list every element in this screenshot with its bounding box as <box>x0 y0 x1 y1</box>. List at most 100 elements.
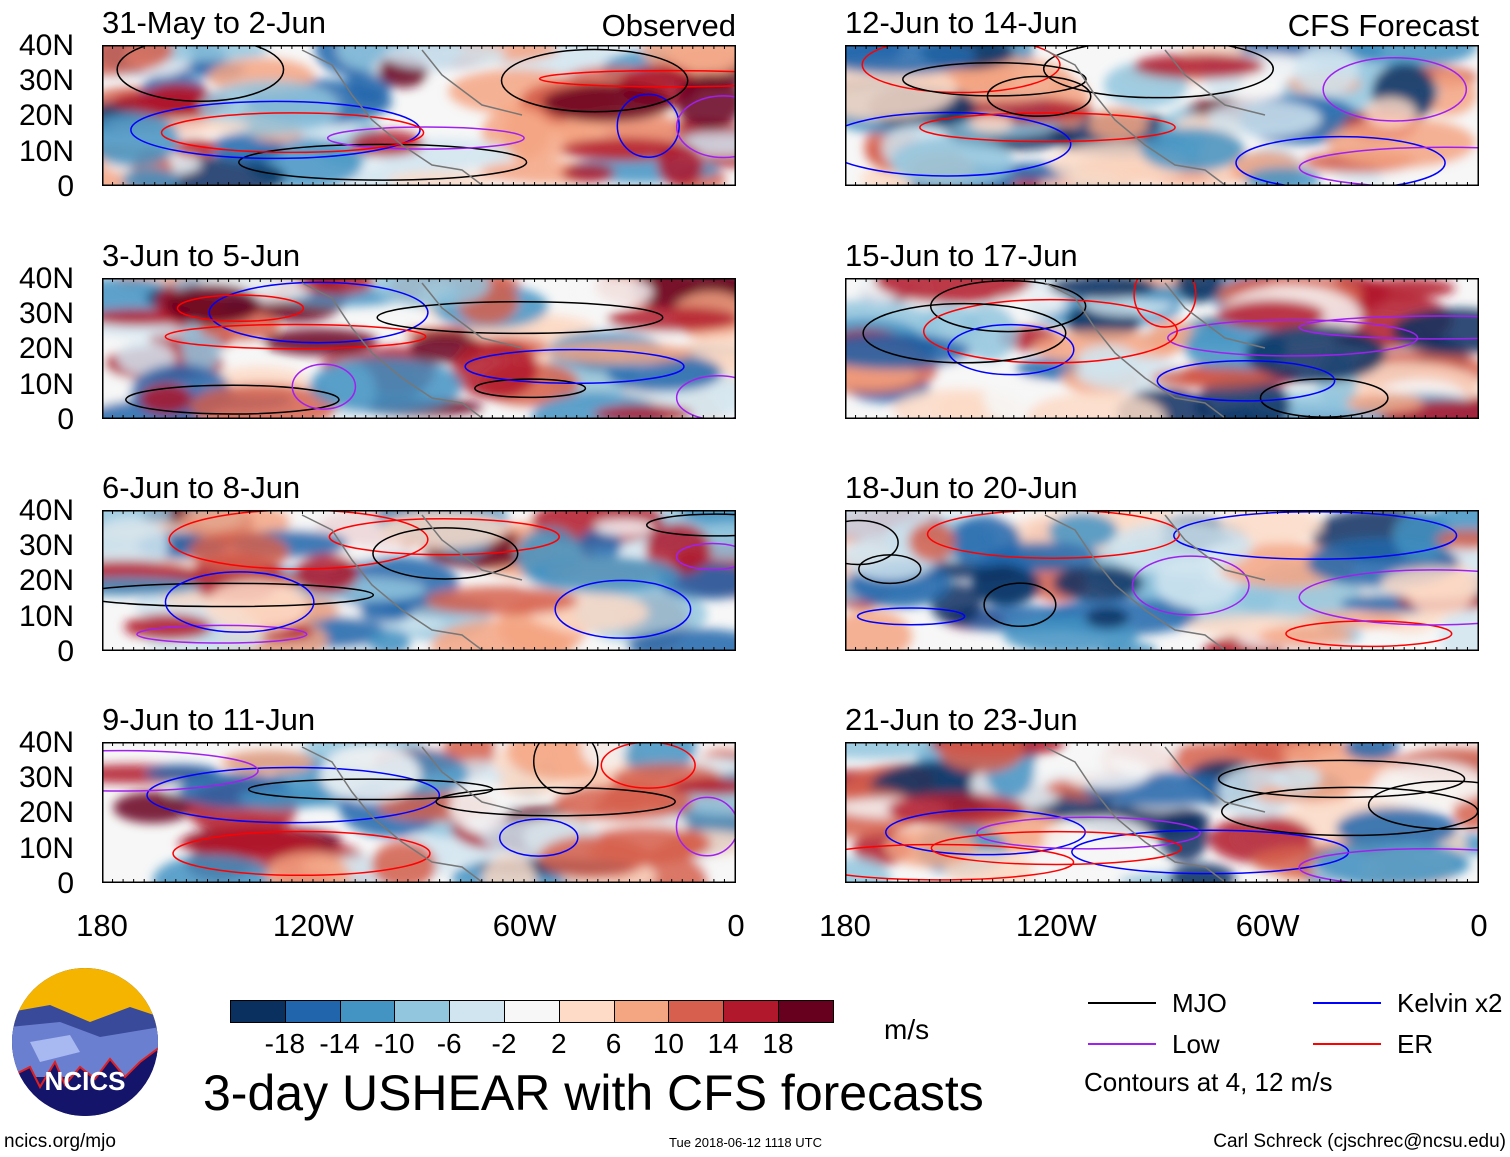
colorbar-label: -6 <box>436 1028 462 1059</box>
legend-label: Kelvin x2 <box>1397 988 1503 1018</box>
coastline <box>301 746 523 883</box>
lat-tick-label: 10N <box>18 599 74 633</box>
wave-contour <box>1156 359 1336 402</box>
wave-contour <box>1173 510 1458 560</box>
shear-anomaly-patch <box>606 306 736 332</box>
wave-contour <box>164 571 315 633</box>
shear-anomaly-patch <box>1102 742 1178 777</box>
wave-contour <box>1217 759 1466 799</box>
lon-tick-label: 0 <box>1470 908 1488 943</box>
wave-contour <box>646 513 736 537</box>
shear-anomaly-patch <box>1107 521 1253 574</box>
shear-anomaly-patch <box>102 45 174 76</box>
shear-anomaly-patch <box>1293 45 1359 96</box>
colorbar-swatch <box>668 1000 725 1023</box>
footer-timestamp: Tue 2018-06-12 1118 UTC <box>669 1135 822 1150</box>
wave-contour <box>675 95 736 159</box>
colorbar-swatch <box>558 1000 615 1023</box>
shear-anomaly-patch <box>845 45 977 75</box>
colorbar-swatch <box>449 1000 505 1023</box>
wave-contour <box>675 374 736 419</box>
panel-title: 3-Jun to 5-Jun <box>102 238 301 273</box>
shear-anomaly-patch <box>554 783 694 821</box>
wave-contour <box>130 100 421 160</box>
shear-anomaly-patch <box>578 529 623 561</box>
wave-contour <box>675 542 736 571</box>
lat-tick-label: 30N <box>18 64 74 98</box>
shear-anomaly-patch <box>1335 807 1458 849</box>
shear-anomaly-patch <box>1219 510 1323 545</box>
colorbar-label: 2 <box>551 1028 567 1059</box>
colorbar-swatch <box>284 1000 341 1023</box>
wave-contour <box>238 143 528 181</box>
shear-anomaly-patch <box>495 775 559 797</box>
lon-tick-label: 180 <box>819 908 871 943</box>
wave-contour <box>862 302 1067 364</box>
shear-anomaly-patch <box>452 338 539 399</box>
lon-tick-label: 60W <box>492 908 557 943</box>
colorbar-swatch <box>339 1000 396 1023</box>
wave-contour <box>208 281 429 344</box>
colorbar-label: -10 <box>374 1028 415 1059</box>
wave-contour <box>858 554 922 585</box>
panel-title: 31-May to 2-Jun <box>102 5 326 40</box>
shear-anomaly-patch <box>102 516 169 572</box>
wave-contour <box>125 384 340 415</box>
lat-tick-label: 0 <box>57 402 74 436</box>
lat-tick-label: 0 <box>57 634 74 668</box>
shear-anomaly-patch <box>121 167 179 186</box>
wave-contour <box>1367 780 1479 830</box>
figure-title: 3-day USHEAR with CFS forecasts <box>203 1065 984 1121</box>
shear-anomaly-patch <box>1052 564 1144 601</box>
shear-anomaly-patch <box>1314 839 1468 883</box>
shear-anomaly-patch <box>1140 127 1245 172</box>
shear-anomaly-patch <box>371 840 437 883</box>
wave-contour <box>675 796 736 857</box>
shear-anomaly-patch <box>1085 607 1129 629</box>
wave-contour <box>1259 378 1389 418</box>
shear-anomaly-patch <box>887 793 1027 827</box>
shear-anomaly-patch <box>425 586 579 616</box>
shear-anomaly-patch <box>547 341 694 364</box>
panel-title: 12-Jun to 14-Jun <box>845 5 1078 40</box>
wave-contour <box>1167 319 1419 357</box>
wave-contour <box>1298 146 1479 186</box>
colorbar-swatch <box>504 1000 560 1023</box>
shear-anomaly-patch <box>113 791 193 824</box>
shear-anomaly-patch <box>383 45 507 70</box>
shear-anomaly-patch <box>320 744 421 803</box>
wave-contour <box>1322 56 1468 122</box>
coastline <box>1044 514 1266 651</box>
wave-contour <box>136 624 308 644</box>
lat-tick-label: 10N <box>18 831 74 865</box>
wave-contour <box>986 75 1092 117</box>
contour-note: Contours at 4, 12 m/s <box>1084 1067 1333 1097</box>
map-panel <box>102 742 736 883</box>
wave-contour <box>102 749 259 792</box>
ncics-logo: NCICS <box>10 967 160 1117</box>
wave-contour <box>919 112 1176 143</box>
shear-anomaly-patch <box>938 742 1025 774</box>
wave-contour <box>498 818 579 857</box>
shear-anomaly-patch <box>561 163 615 183</box>
wave-contour <box>1133 278 1197 328</box>
shear-anomaly-patch <box>908 521 956 562</box>
shear-anomaly-patch <box>525 556 681 594</box>
shear-anomaly-patch <box>1176 278 1222 303</box>
colorbar-label: 14 <box>707 1028 739 1059</box>
lon-tick-label: 180 <box>76 908 128 943</box>
footer-url[interactable]: ncics.org/mjo <box>4 1131 116 1152</box>
shear-anomaly-patch <box>1344 45 1478 67</box>
shear-anomaly-patch <box>573 278 653 308</box>
colorbar-swatch <box>230 1000 286 1023</box>
coastline <box>1044 49 1266 186</box>
lon-tick-label: 60W <box>1235 908 1300 943</box>
shear-anomaly-patch <box>367 628 411 651</box>
footer-author: Carl Schreck (cjschrec@ncsu.edu) <box>1213 1131 1506 1152</box>
shear-anomaly-patch <box>1364 97 1417 128</box>
wave-contour <box>532 742 599 795</box>
legend-label: ER <box>1397 1029 1434 1059</box>
shear-anomaly-patch <box>295 553 359 594</box>
shear-anomaly-patch <box>373 278 491 308</box>
map-panel <box>845 742 1479 883</box>
